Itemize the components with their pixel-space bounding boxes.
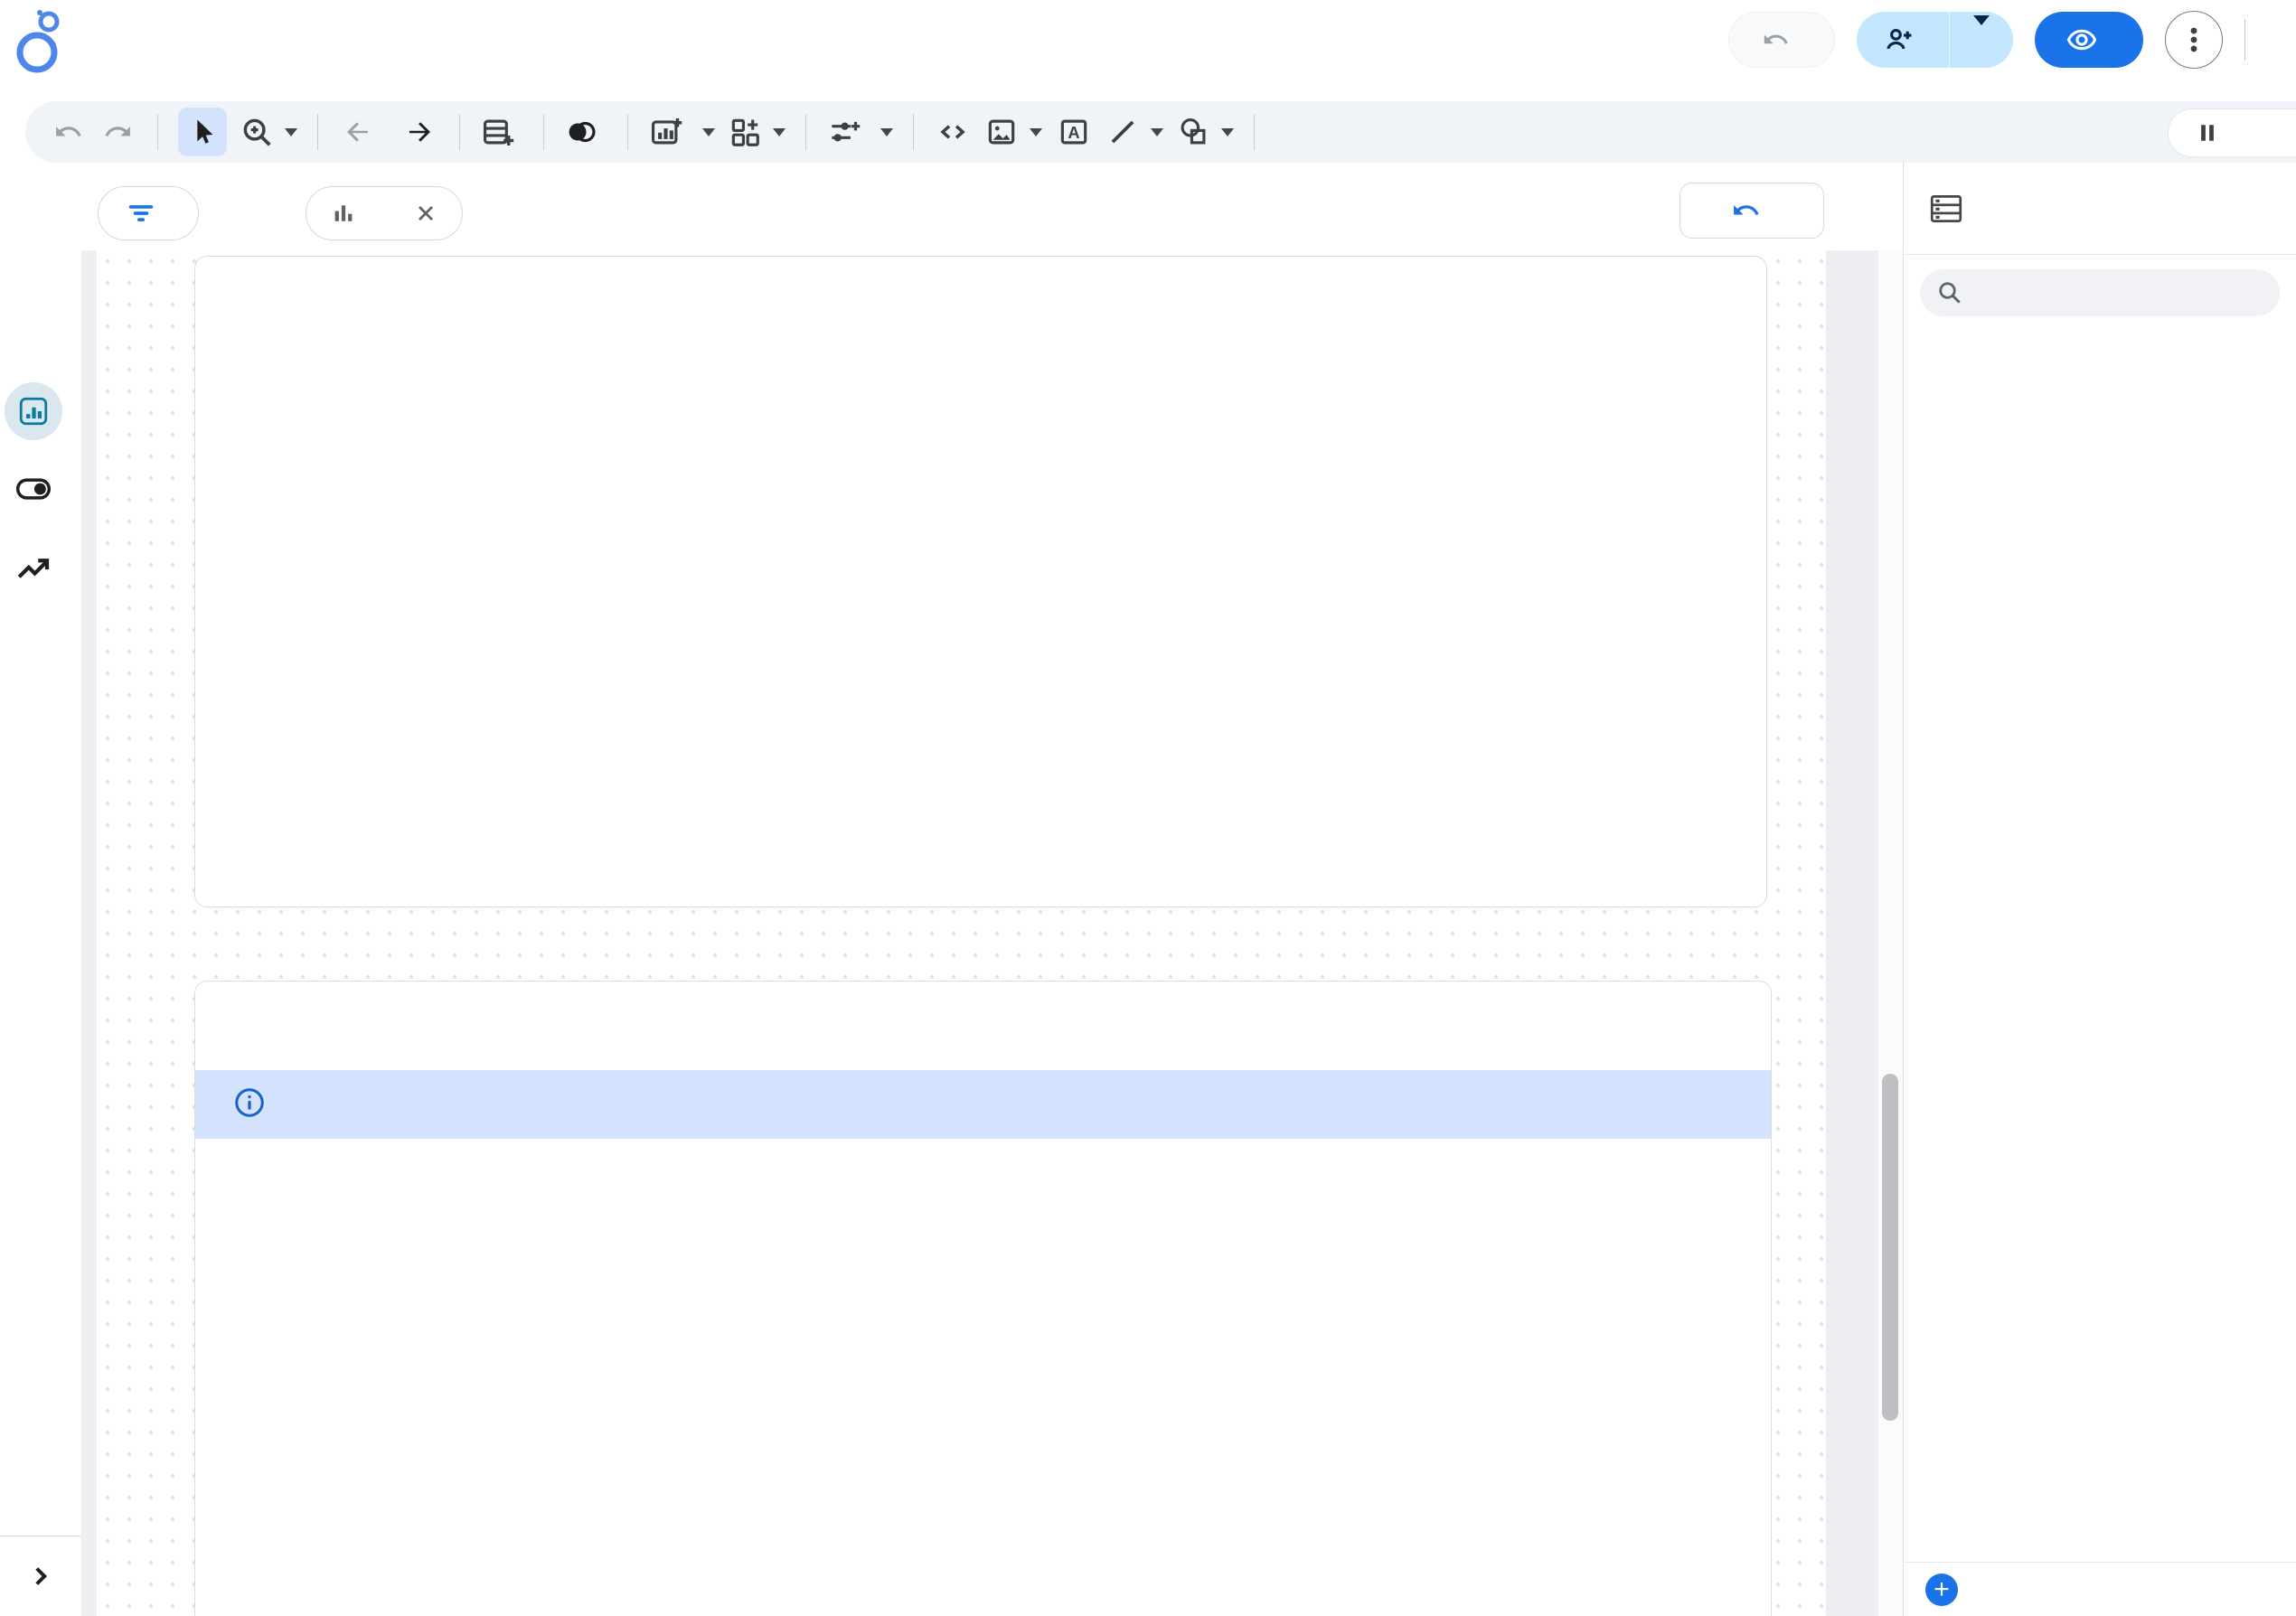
reset-filters-button[interactable] — [1680, 183, 1824, 239]
roi-per-channel-chart[interactable] — [1013, 293, 1746, 889]
controls-tab[interactable] — [9, 465, 58, 513]
edit-toolbar: A — [25, 101, 2296, 163]
chevron-down-icon — [1151, 127, 1163, 136]
add-chart-button[interactable] — [648, 115, 715, 149]
chevron-down-icon — [702, 127, 715, 136]
share-button[interactable] — [1857, 12, 2013, 68]
kebab-menu-icon — [2190, 27, 2197, 52]
shape-tool-button[interactable] — [1176, 115, 1234, 149]
previous-page-button[interactable] — [338, 113, 376, 151]
chevron-down-icon — [773, 127, 786, 136]
blend-button[interactable] — [564, 115, 607, 149]
select-tool-button[interactable] — [178, 108, 227, 156]
report-page[interactable] — [97, 250, 1826, 1616]
search-input[interactable] — [1976, 278, 2247, 307]
image-tool-button[interactable] — [984, 115, 1042, 149]
marginal-roi-by-roi-chart[interactable] — [977, 1212, 1755, 1616]
svg-text:A: A — [1068, 124, 1079, 142]
more-options-button[interactable] — [2165, 11, 2223, 69]
zoom-tool-button[interactable] — [240, 115, 297, 149]
filter-icon — [128, 205, 154, 221]
next-page-button[interactable] — [401, 113, 439, 151]
chevron-down-icon — [1973, 15, 1990, 53]
chevron-right-icon — [35, 1567, 48, 1585]
undo-button[interactable] — [49, 113, 87, 151]
pause-icon — [2201, 125, 2214, 141]
person-add-icon — [1887, 28, 1912, 50]
chevron-down-icon — [880, 127, 893, 136]
toggle-icon — [15, 478, 52, 500]
cursor-icon — [197, 119, 213, 144]
info-banner — [195, 1070, 1771, 1139]
scrollbar-thumb[interactable] — [1882, 1074, 1898, 1421]
reset-button-top[interactable] — [1728, 12, 1835, 68]
tune-icon — [832, 121, 861, 142]
zoom-icon — [243, 118, 271, 146]
pause-updates-button[interactable] — [2168, 108, 2296, 157]
chevron-down-icon — [285, 127, 297, 136]
canvas-scrollbar[interactable] — [1878, 250, 1903, 1616]
trending-up-icon — [17, 559, 50, 578]
looker-studio-logo-icon[interactable] — [13, 7, 69, 86]
info-icon — [233, 1086, 266, 1123]
add-control-button[interactable] — [826, 115, 893, 149]
report-view-tab[interactable] — [5, 382, 62, 440]
left-rail — [0, 163, 81, 1616]
undo-icon — [1764, 34, 1788, 44]
search-icon — [1939, 282, 1961, 304]
line-tool-button[interactable] — [1106, 115, 1163, 149]
chevron-down-icon — [1221, 127, 1234, 136]
filter-bar — [81, 163, 1944, 250]
return-on-investment-card[interactable] — [194, 981, 1772, 1616]
blend-icon — [569, 121, 596, 143]
data-panel-header — [1904, 163, 2296, 255]
spend-outcome-shares-chart[interactable] — [213, 269, 720, 902]
add-data-button-bottom[interactable]: + — [1904, 1562, 2296, 1616]
redo-button[interactable] — [99, 113, 137, 151]
view-button[interactable] — [2035, 12, 2143, 68]
image-icon — [988, 119, 1015, 145]
trends-tab[interactable] — [9, 542, 58, 591]
shares-roi-card[interactable] — [194, 256, 1767, 907]
add-data-button[interactable] — [480, 115, 523, 149]
add-data-icon — [483, 119, 514, 146]
add-chart-icon — [651, 117, 682, 145]
text-tool-button[interactable]: A — [1055, 113, 1093, 151]
share-dropdown[interactable] — [1950, 15, 2013, 54]
bar-chart-icon — [334, 205, 353, 221]
undo-icon — [1734, 205, 1759, 216]
data-panel: + — [1903, 163, 2296, 1616]
effectiveness-by-roi-chart[interactable] — [213, 1212, 973, 1616]
expand-rail-button[interactable] — [0, 1536, 81, 1616]
chevron-down-icon — [1030, 127, 1042, 136]
add-filter-button[interactable] — [98, 186, 199, 240]
report-chart-icon — [19, 397, 48, 426]
top-bar — [0, 0, 2296, 101]
plus-icon: + — [1925, 1573, 1958, 1606]
eye-icon — [2066, 29, 2097, 51]
widgets-icon — [731, 118, 759, 146]
analysis-period-filter-chip[interactable] — [306, 186, 463, 240]
add-interactive-elements-button[interactable] — [728, 115, 786, 149]
top-actions — [1728, 11, 2296, 69]
close-icon[interactable] — [413, 201, 438, 226]
report-canvas — [81, 250, 1903, 1616]
search-box[interactable] — [1920, 269, 2280, 316]
embed-code-button[interactable] — [934, 113, 972, 151]
data-icon — [1930, 194, 1962, 222]
